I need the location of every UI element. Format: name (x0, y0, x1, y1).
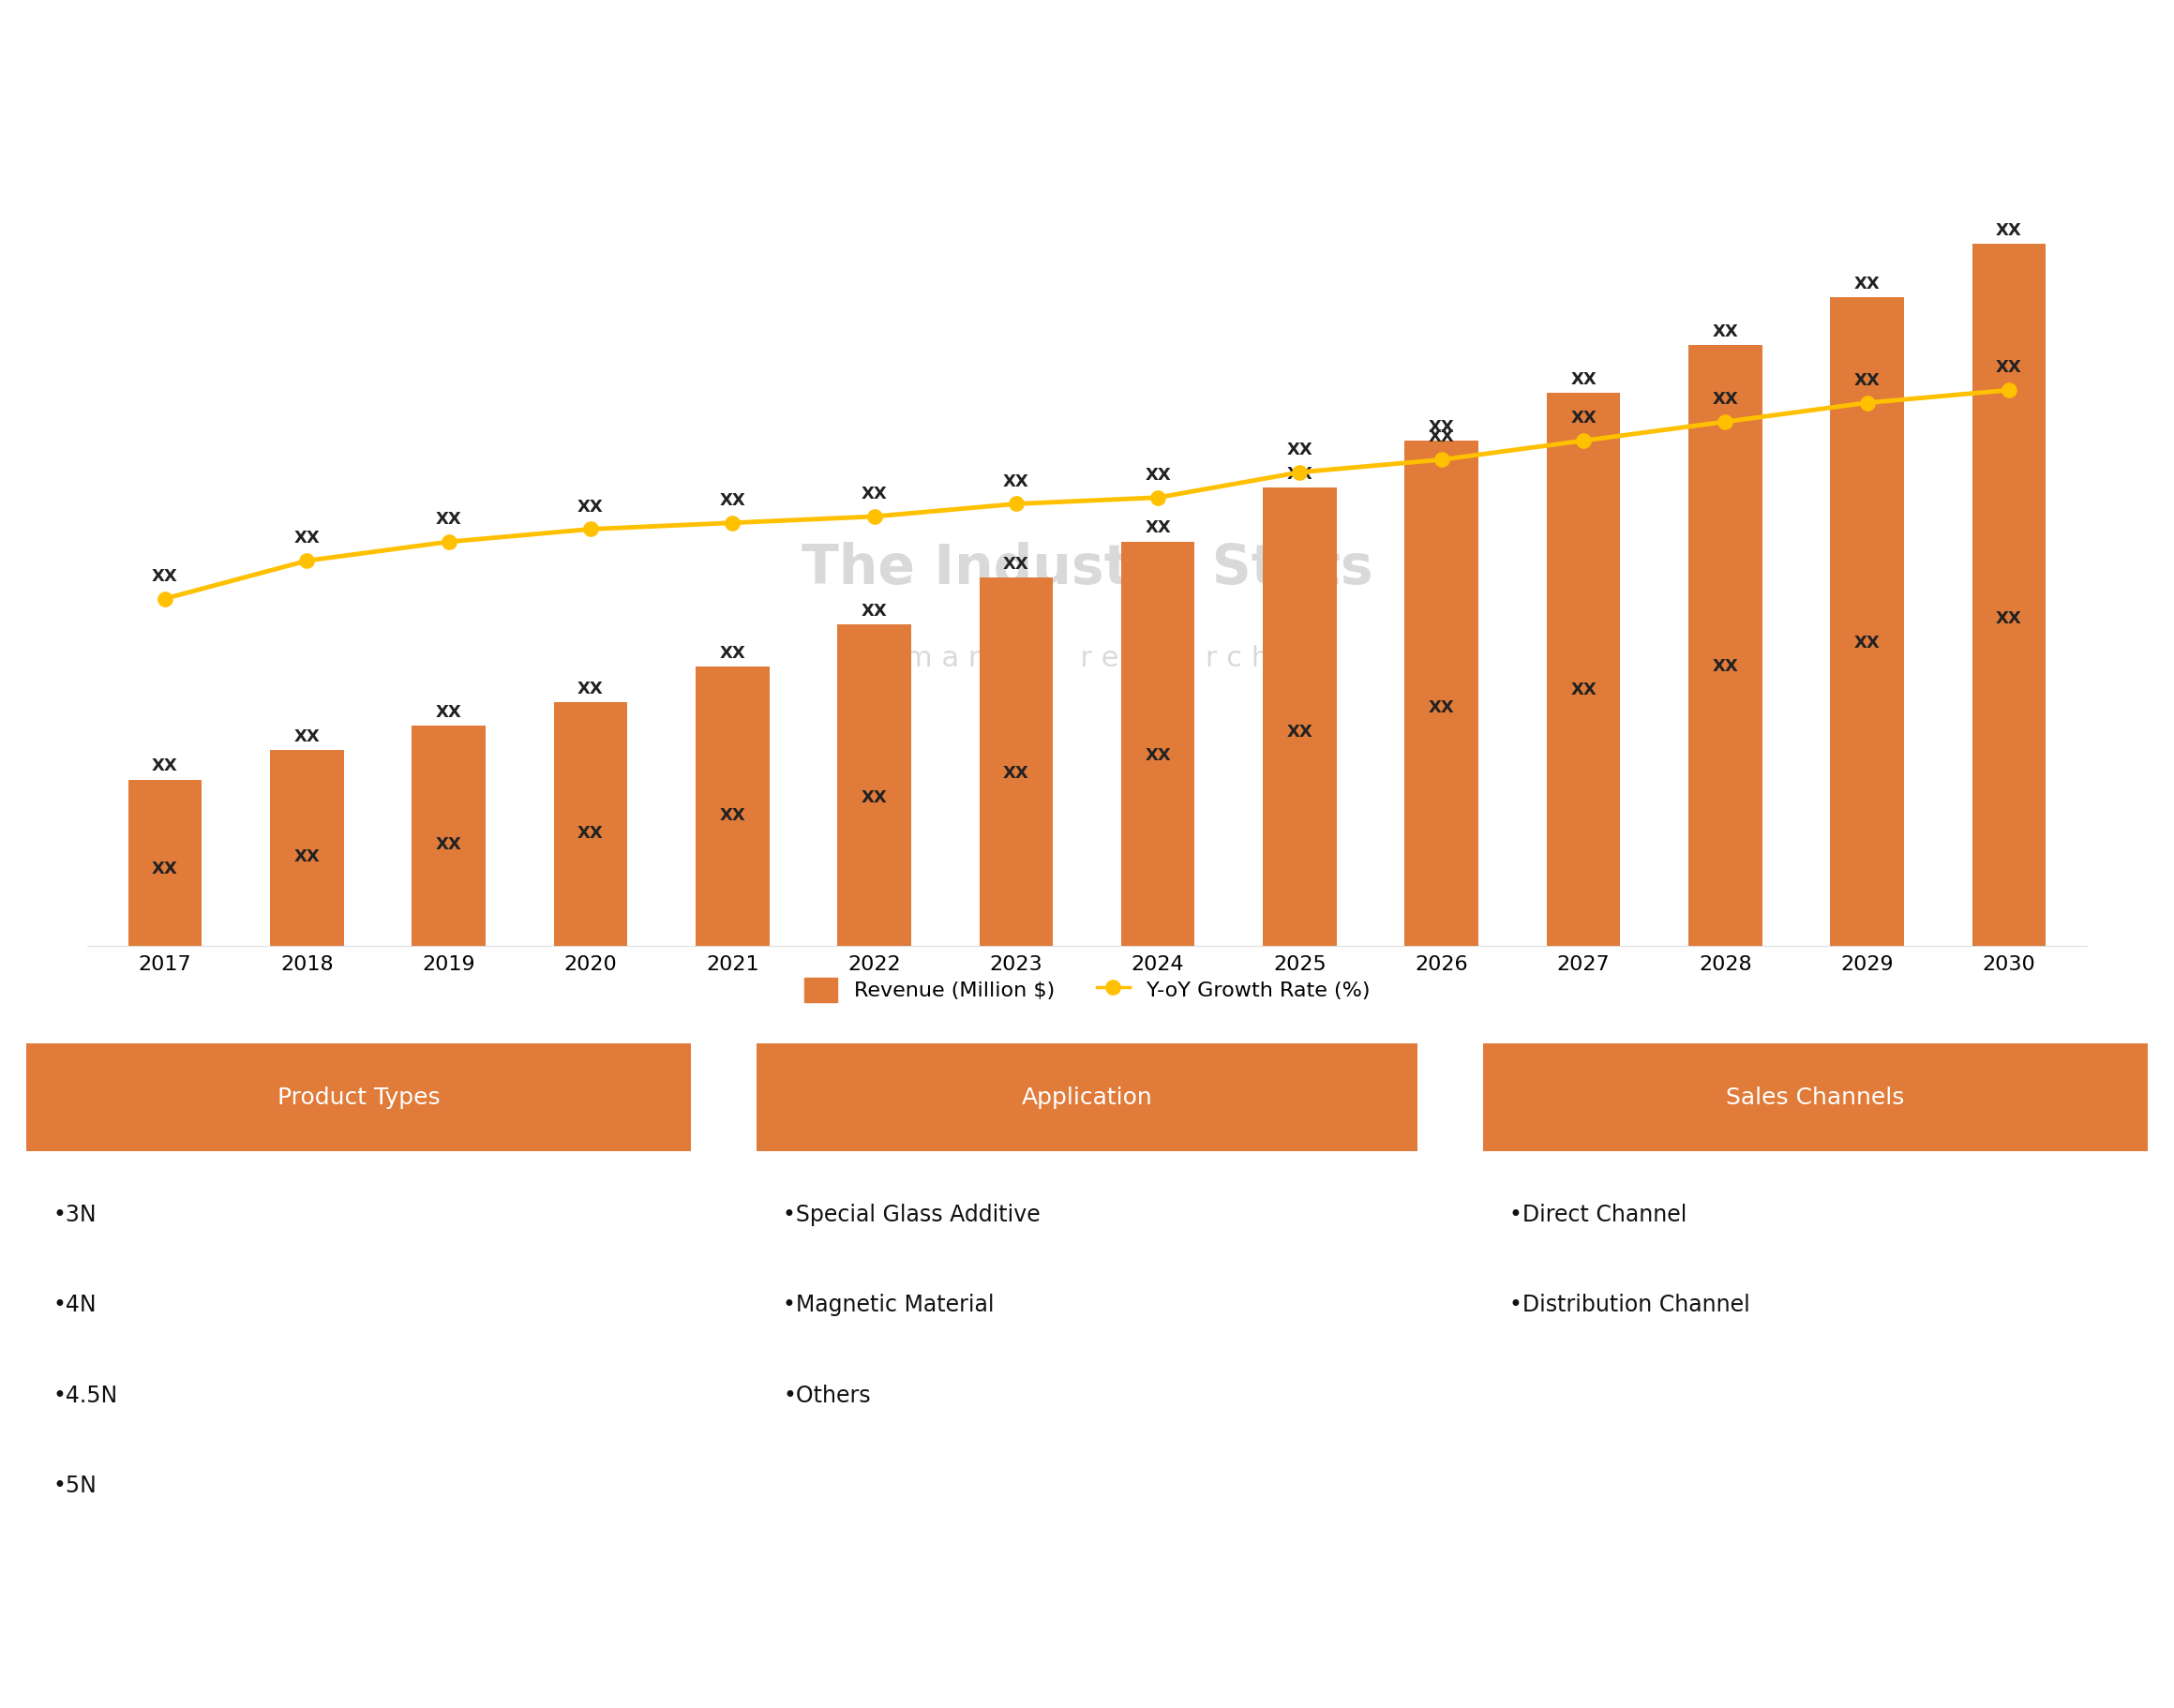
Bar (1263, 488, 1337, 946)
Text: XX: XX (1287, 466, 1313, 483)
Text: XX: XX (1996, 610, 2022, 627)
Text: Source: Theindustrystats Analysis: Source: Theindustrystats Analysis (26, 1664, 378, 1681)
FancyBboxPatch shape (1483, 1044, 2148, 1151)
Text: XX: XX (1996, 359, 2022, 376)
Text: XX: XX (293, 728, 320, 745)
Text: XX: XX (152, 861, 178, 878)
Text: XX: XX (1570, 410, 1596, 427)
Text: XX: XX (1713, 323, 1739, 340)
Text: •Others: •Others (783, 1383, 872, 1407)
Text: XX: XX (435, 511, 461, 528)
Text: XX: XX (1854, 372, 1881, 389)
Text: The Industry Stats: The Industry Stats (802, 541, 1372, 594)
Text: XX: XX (1854, 634, 1881, 651)
Text: •4.5N: •4.5N (52, 1383, 117, 1407)
Legend: Revenue (Million $), Y-oY Growth Rate (%): Revenue (Million $), Y-oY Growth Rate (%… (800, 974, 1374, 1006)
Text: XX: XX (293, 529, 320, 547)
Text: XX: XX (1713, 391, 1739, 408)
Text: XX: XX (1146, 466, 1172, 483)
Bar (554, 702, 628, 946)
Text: XX: XX (1002, 555, 1028, 572)
Text: XX: XX (435, 837, 461, 854)
Text: XX: XX (861, 789, 887, 806)
Text: •Special Glass Additive: •Special Glass Additive (783, 1204, 1041, 1226)
Text: XX: XX (861, 485, 887, 502)
Text: Product Types: Product Types (278, 1086, 439, 1108)
FancyBboxPatch shape (26, 1044, 691, 1151)
Text: Application: Application (1022, 1086, 1152, 1108)
Text: XX: XX (1428, 429, 1454, 446)
Text: XX: XX (578, 499, 604, 516)
Bar (1831, 297, 1904, 946)
Text: XX: XX (1428, 418, 1454, 436)
Text: XX: XX (1287, 724, 1313, 740)
Text: Sales Channels: Sales Channels (1726, 1086, 1904, 1108)
Text: XX: XX (861, 603, 887, 620)
Text: •4N: •4N (52, 1295, 96, 1317)
Text: XX: XX (1002, 473, 1028, 490)
Text: XX: XX (293, 849, 320, 866)
Text: XX: XX (1996, 222, 2022, 239)
Bar (1546, 393, 1620, 946)
Text: XX: XX (1146, 519, 1172, 536)
Bar (1689, 345, 1763, 946)
Bar (978, 577, 1052, 946)
Text: XX: XX (1287, 441, 1313, 458)
Bar (1972, 244, 2046, 946)
Text: Website: www.theindustrystats.com: Website: www.theindustrystats.com (1774, 1664, 2148, 1681)
Text: Email: sales@theindustrystats.com: Email: sales@theindustrystats.com (907, 1664, 1267, 1681)
Text: XX: XX (1146, 748, 1172, 763)
Text: XX: XX (1570, 371, 1596, 388)
Bar (1122, 541, 1196, 946)
Bar (696, 666, 770, 946)
Text: Fig. Global Erbium Oxide Market Status and Outlook: Fig. Global Erbium Oxide Market Status a… (26, 41, 911, 70)
Bar (270, 750, 343, 946)
Text: XX: XX (1854, 275, 1881, 292)
Text: XX: XX (1428, 700, 1454, 717)
Text: m a r k e t   r e s e a r c h: m a r k e t r e s e a r c h (904, 646, 1270, 673)
Text: •3N: •3N (52, 1204, 96, 1226)
Bar (128, 779, 202, 946)
Text: XX: XX (1713, 658, 1739, 675)
Text: •Magnetic Material: •Magnetic Material (783, 1295, 994, 1317)
Text: XX: XX (720, 646, 746, 661)
Text: XX: XX (1002, 765, 1028, 782)
Text: XX: XX (720, 492, 746, 509)
Text: XX: XX (152, 567, 178, 584)
Text: XX: XX (152, 758, 178, 775)
Text: •Distribution Channel: •Distribution Channel (1509, 1295, 1750, 1317)
Text: XX: XX (578, 680, 604, 697)
FancyBboxPatch shape (757, 1044, 1417, 1151)
Text: •Direct Channel: •Direct Channel (1509, 1204, 1687, 1226)
Text: •5N: •5N (52, 1474, 96, 1498)
Text: XX: XX (720, 806, 746, 823)
Text: XX: XX (578, 825, 604, 842)
Text: XX: XX (1570, 681, 1596, 699)
Bar (837, 625, 911, 946)
Bar (411, 726, 485, 946)
Text: XX: XX (435, 704, 461, 721)
Bar (1404, 441, 1478, 946)
